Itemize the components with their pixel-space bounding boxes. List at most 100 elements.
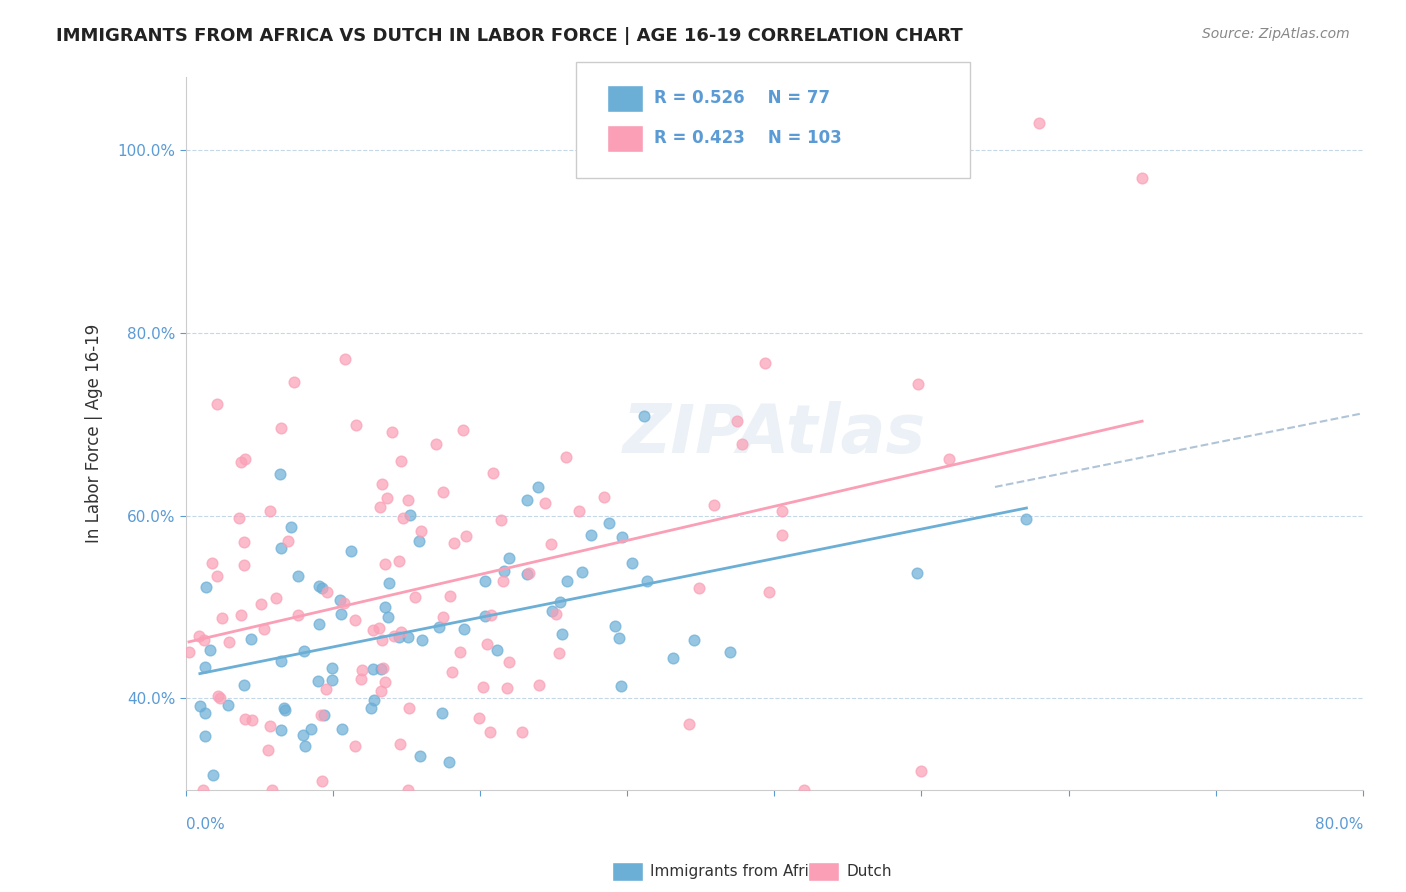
Point: [377, 575, 399, 590]
Point: [541, 604, 564, 618]
Point: [280, 520, 302, 534]
Point: [449, 645, 471, 659]
Point: [432, 485, 454, 500]
Point: [547, 646, 569, 660]
Point: [332, 596, 354, 610]
Point: [228, 511, 250, 525]
Point: [479, 724, 502, 739]
Point: [388, 737, 411, 751]
Point: [330, 723, 353, 737]
Point: [201, 556, 224, 570]
Point: [1015, 511, 1038, 525]
Point: [396, 631, 419, 645]
Point: [299, 723, 322, 737]
Text: R = 0.526    N = 77: R = 0.526 N = 77: [654, 89, 830, 107]
Point: [389, 624, 412, 639]
Point: [432, 610, 454, 624]
Point: [793, 782, 815, 797]
Point: [344, 418, 367, 433]
Point: [194, 659, 217, 673]
Point: [266, 591, 288, 606]
Point: [371, 633, 394, 648]
Point: [938, 452, 960, 467]
Point: [374, 674, 396, 689]
Point: [360, 701, 382, 715]
Point: [485, 642, 508, 657]
Point: [498, 551, 520, 566]
Point: [389, 454, 412, 468]
Point: [661, 650, 683, 665]
Point: [605, 618, 627, 632]
Point: [468, 711, 491, 725]
Point: [361, 624, 384, 638]
Point: [398, 701, 420, 715]
Point: [527, 480, 550, 494]
Point: [193, 633, 215, 648]
Point: [287, 568, 309, 582]
Point: [725, 413, 748, 427]
Point: [540, 537, 562, 551]
Point: [240, 713, 263, 727]
Point: [343, 613, 366, 627]
Point: [754, 356, 776, 370]
Point: [910, 764, 932, 779]
Point: [474, 608, 496, 623]
Point: [688, 581, 710, 595]
Point: [270, 421, 292, 435]
Point: [205, 397, 228, 411]
Point: [269, 467, 291, 482]
Point: [579, 528, 602, 542]
Point: [471, 681, 494, 695]
Point: [232, 534, 254, 549]
Point: [381, 425, 404, 439]
Point: [517, 566, 540, 580]
Point: [443, 536, 465, 550]
Point: [409, 749, 432, 764]
Point: [374, 557, 396, 571]
Point: [571, 565, 593, 579]
Point: [555, 450, 578, 464]
Point: [340, 544, 363, 558]
Point: [273, 700, 295, 714]
Point: [218, 634, 240, 648]
Point: [550, 626, 572, 640]
Text: 0.0%: 0.0%: [186, 817, 225, 832]
Point: [256, 743, 278, 757]
Point: [307, 674, 329, 689]
Point: [609, 679, 631, 693]
Text: IMMIGRANTS FROM AFRICA VS DUTCH IN LABOR FORCE | AGE 16-19 CORRELATION CHART: IMMIGRANTS FROM AFRICA VS DUTCH IN LABOR…: [56, 27, 963, 45]
Point: [321, 661, 343, 675]
Point: [232, 558, 254, 572]
Text: ZIPAtlas: ZIPAtlas: [623, 401, 925, 467]
Point: [260, 782, 283, 797]
Text: R = 0.423    N = 103: R = 0.423 N = 103: [654, 129, 842, 147]
Point: [527, 678, 550, 692]
Point: [311, 581, 333, 595]
Point: [308, 617, 330, 632]
Point: [612, 530, 634, 544]
Point: [474, 574, 496, 588]
Point: [1130, 170, 1153, 185]
Point: [187, 629, 209, 643]
Point: [411, 524, 433, 538]
Point: [441, 665, 464, 679]
Point: [211, 611, 233, 625]
Point: [270, 541, 292, 555]
Point: [392, 511, 415, 525]
Point: [370, 662, 392, 676]
Point: [309, 708, 332, 723]
Point: [404, 590, 426, 604]
Point: [375, 491, 398, 506]
Point: [550, 595, 572, 609]
Point: [427, 620, 450, 634]
Point: [352, 663, 374, 677]
Point: [233, 712, 256, 726]
Point: [207, 689, 229, 703]
Point: [329, 593, 352, 607]
Point: [492, 564, 515, 578]
Point: [411, 633, 433, 648]
Point: [607, 632, 630, 646]
Point: [217, 698, 239, 713]
Point: [208, 690, 231, 705]
Point: [188, 698, 211, 713]
